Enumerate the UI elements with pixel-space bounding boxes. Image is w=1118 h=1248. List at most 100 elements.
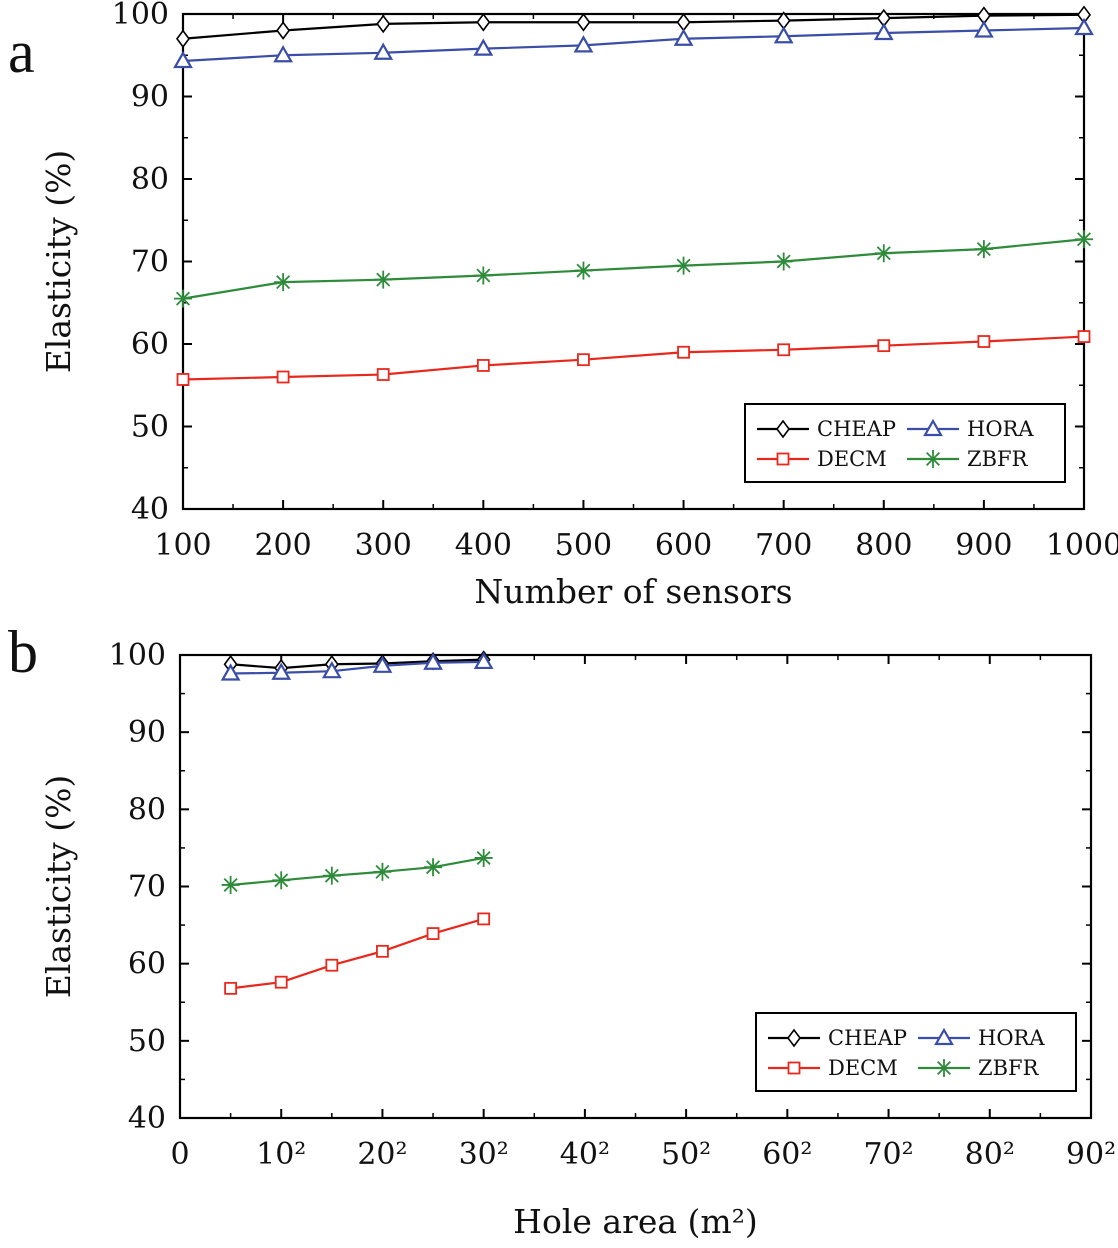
x-tick-label: 900 [955,528,1012,563]
data-point-zbfr-1 [272,871,291,890]
data-point-zbfr-0 [174,289,192,308]
legend-label-cheap: CHEAP [828,1026,907,1050]
y-tick-label: 100 [112,0,169,32]
x-tick-label: 700 [755,528,812,563]
data-point-zbfr-3 [373,862,392,881]
y-tick-label: 60 [131,327,169,362]
series-line-hora [182,26,1085,63]
x-tick-label: 200 [254,528,311,563]
x-tick-label: 50² [661,1137,711,1172]
legend-label-hora: HORA [978,1026,1045,1050]
legend: CHEAP HORA DECM ZBFR [744,403,1066,483]
panel-letter: a [8,19,35,85]
series-line-decm [182,335,1085,381]
data-point-decm-6 [777,343,791,357]
data-point-legend-decm-0 [787,1061,801,1075]
data-point-hora-1 [273,45,294,63]
plot-frame [181,12,1086,511]
data-point-hora-8 [973,20,994,38]
data-point-cheap-0 [176,29,190,49]
x-tick-label: 600 [655,528,712,563]
series-line-cheap [182,13,1085,40]
data-point-decm-4 [577,353,590,367]
data-point-cheap-3 [476,12,491,32]
data-point-hora-5 [673,28,694,46]
data-point-zbfr-3 [474,266,493,285]
data-point-cheap-5 [676,12,691,32]
data-point-hora-6 [773,26,794,44]
data-point-legend-zbfr-0 [924,450,942,468]
data-point-zbfr-7 [874,244,893,263]
series-line-decm [230,917,484,990]
legend-box [744,403,1066,483]
legend-label-decm: DECM [828,1056,898,1080]
y-tick-label: 60 [128,947,166,982]
data-point-legend-cheap-0 [776,419,790,439]
data-point-decm-1 [276,370,290,384]
y-tick-label: 50 [128,1024,166,1059]
x-tick-label: 60² [762,1137,812,1172]
x-tick-label: 800 [855,528,912,563]
data-point-decm-9 [1077,330,1091,343]
data-point-decm-3 [476,359,490,372]
data-point-zbfr-6 [774,252,793,271]
data-point-decm-5 [477,912,491,926]
data-point-decm-0 [176,373,190,386]
data-point-hora-3 [372,655,393,673]
series-line-hora [230,660,484,675]
data-point-decm-8 [977,335,991,348]
data-point-decm-7 [877,339,891,353]
data-point-decm-3 [376,944,389,958]
panel-letter: b [8,619,38,685]
data-point-decm-4 [426,927,440,940]
y-tick-label: 50 [131,410,169,445]
data-point-decm-0 [224,981,238,995]
x-tick-label: 500 [555,528,612,563]
legend-label-hora: HORA [967,417,1034,441]
x-tick-label: 400 [455,528,512,563]
series-line-zbfr [182,238,1085,300]
data-point-legend-cheap-0 [787,1028,801,1048]
series-line-zbfr [230,856,484,887]
data-point-zbfr-2 [374,270,393,289]
data-point-hora-0 [220,663,241,681]
y-tick-label: 90 [131,80,169,115]
data-point-cheap-4 [576,12,591,32]
data-point-zbfr-4 [424,858,443,877]
legend-label-zbfr: ZBFR [967,447,1029,471]
data-point-hora-2 [321,660,342,679]
data-point-hora-7 [873,22,894,41]
x-tick-label: 20² [357,1137,407,1172]
data-point-zbfr-8 [974,240,993,259]
data-point-zbfr-1 [274,273,293,292]
x-axis-title: Number of sensors [474,572,792,611]
data-point-hora-0 [173,50,193,69]
x-tick-label: 300 [355,528,412,563]
data-point-zbfr-5 [474,848,493,867]
data-point-hora-2 [373,42,394,60]
x-tick-label: 80² [965,1137,1015,1172]
data-point-zbfr-9 [1075,230,1093,249]
plot-frame [178,653,1093,1120]
legend-label-decm: DECM [817,447,887,471]
data-point-decm-2 [376,368,390,381]
y-tick-label: 70 [128,870,166,905]
data-point-decm-1 [274,975,288,989]
x-tick-label: 100 [154,528,211,563]
data-point-cheap-2 [376,14,391,34]
x-tick-label: 40² [560,1137,610,1172]
y-tick-label: 90 [128,715,166,750]
x-tick-label: 1000 [1046,528,1118,563]
chart-panel-a: a 40 50 60 70 80 90 100 100 200 300 400 500 600 700 800… [8,0,1118,611]
x-tick-label: 10² [256,1137,306,1172]
data-point-legend-hora-0 [934,1027,954,1046]
x-tick-label: 30² [459,1137,509,1172]
data-point-legend-decm-0 [776,452,790,466]
legend: CHEAP HORA DECM ZBFR [755,1012,1077,1092]
data-point-hora-4 [423,652,443,670]
legend-label-cheap: CHEAP [817,417,896,441]
y-tick-label: 100 [109,638,166,673]
data-point-cheap-1 [276,21,291,40]
chart-panel-b: b 40 50 60 70 80 90 100 0 10² 20² 30² 40² 50² 60² 70² 80… [8,619,1116,1241]
